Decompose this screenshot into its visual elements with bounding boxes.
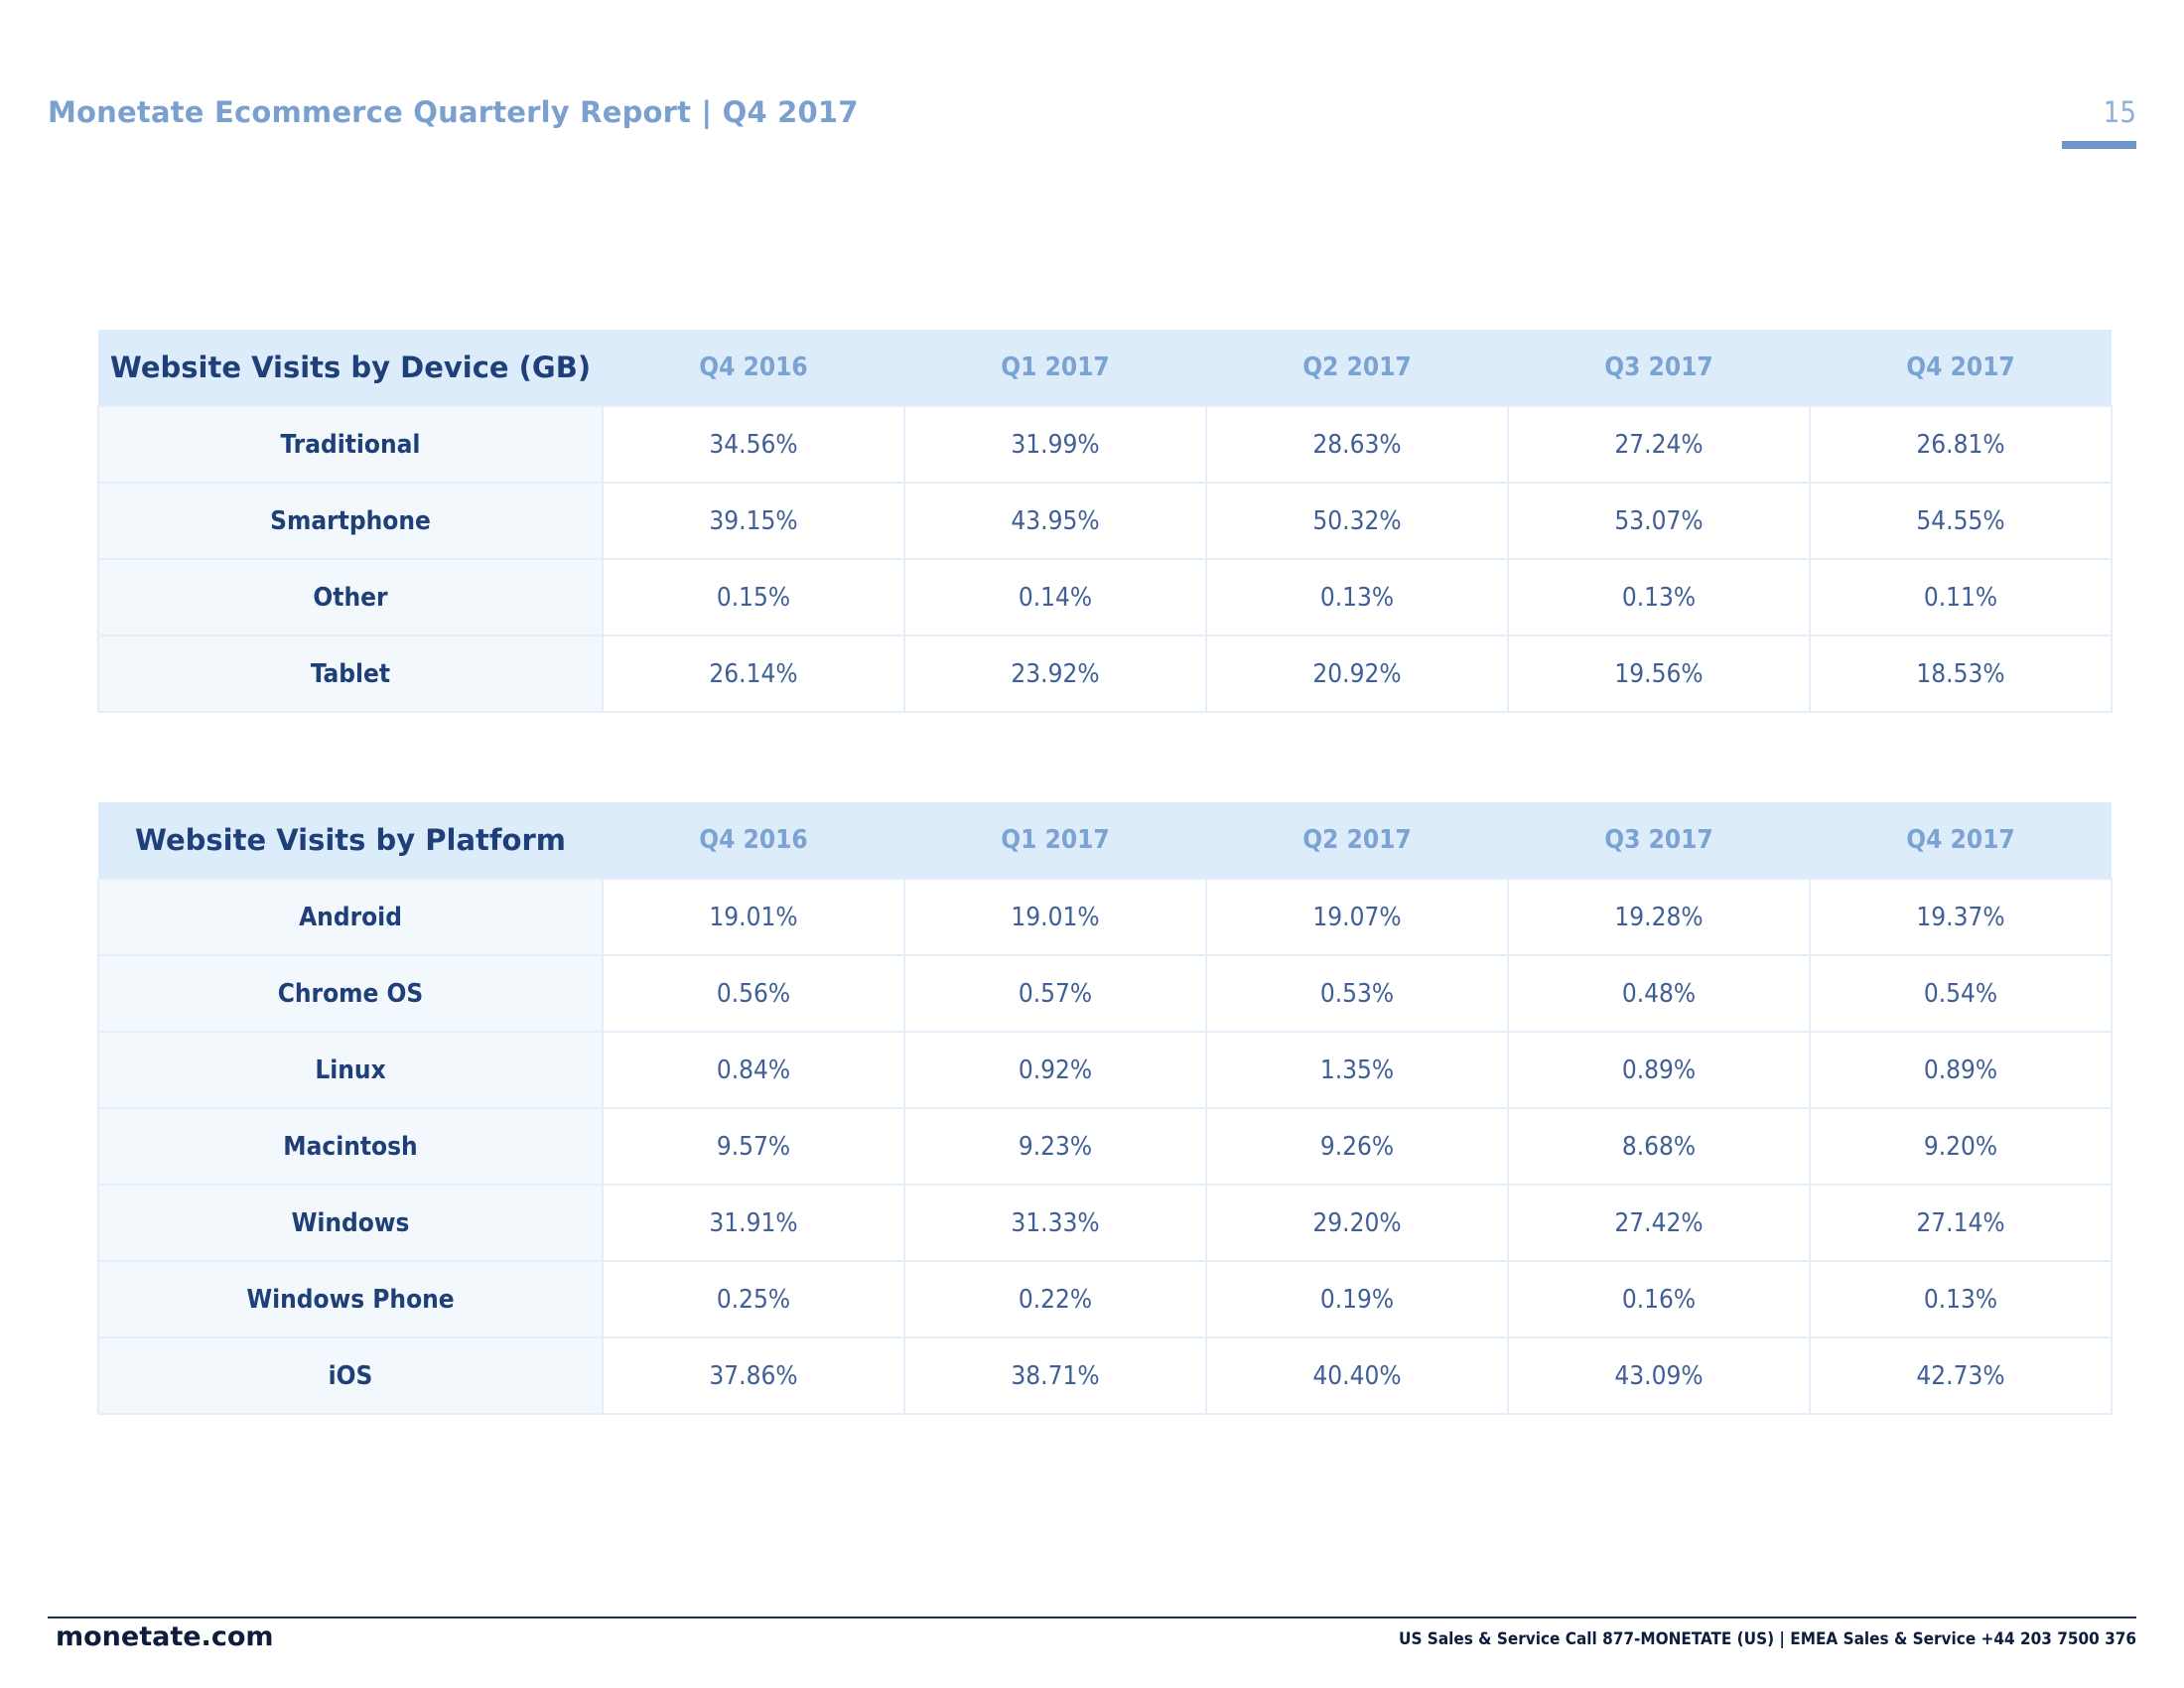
table-row: Chrome OS 0.56% 0.57% 0.53% 0.48% 0.54% <box>97 954 2113 1033</box>
column-header: Q4 2016 <box>603 802 904 879</box>
table-cell: 0.14% <box>903 558 1207 636</box>
table-cell: 0.13% <box>1507 558 1811 636</box>
table-cell: 0.25% <box>602 1260 905 1338</box>
table-cell: 23.92% <box>903 634 1207 713</box>
column-header: Q2 2017 <box>1206 802 1508 879</box>
table-cell: 9.20% <box>1809 1107 2113 1186</box>
table-cell: 31.33% <box>903 1184 1207 1262</box>
table-cell: 26.81% <box>1809 405 2113 484</box>
device-table-title: Website Visits by Device (GB) <box>98 330 603 406</box>
table-cell: 9.57% <box>602 1107 905 1186</box>
table-cell: 34.56% <box>602 405 905 484</box>
column-header: Q1 2017 <box>904 330 1206 406</box>
row-label: Other <box>97 558 604 636</box>
table-cell: 54.55% <box>1809 482 2113 560</box>
row-label: Chrome OS <box>97 954 604 1033</box>
page-number-accent <box>2062 141 2136 149</box>
table-cell: 28.63% <box>1205 405 1509 484</box>
row-label: Windows Phone <box>97 1260 604 1338</box>
table-cell: 0.92% <box>903 1031 1207 1109</box>
table-cell: 43.95% <box>903 482 1207 560</box>
row-label: Smartphone <box>97 482 604 560</box>
table-row: Android 19.01% 19.01% 19.07% 19.28% 19.3… <box>97 878 2113 956</box>
row-label: iOS <box>97 1336 604 1415</box>
row-label: Macintosh <box>97 1107 604 1186</box>
row-label: Android <box>97 878 604 956</box>
table-cell: 0.15% <box>602 558 905 636</box>
platform-visits-table: Website Visits by Platform Q4 2016 Q1 20… <box>97 802 2113 1415</box>
table-cell: 9.23% <box>903 1107 1207 1186</box>
table-cell: 0.89% <box>1507 1031 1811 1109</box>
table-cell: 39.15% <box>602 482 905 560</box>
footer-site-link[interactable]: monetate.com <box>56 1621 274 1652</box>
table-cell: 38.71% <box>903 1336 1207 1415</box>
table-cell: 0.84% <box>602 1031 905 1109</box>
table-cell: 0.16% <box>1507 1260 1811 1338</box>
table-cell: 0.56% <box>602 954 905 1033</box>
table-row: Macintosh 9.57% 9.23% 9.26% 8.68% 9.20% <box>97 1107 2113 1186</box>
table-header-row: Website Visits by Device (GB) Q4 2016 Q1… <box>98 330 2112 406</box>
table-cell: 20.92% <box>1205 634 1509 713</box>
table-cell: 0.89% <box>1809 1031 2113 1109</box>
table-cell: 40.40% <box>1205 1336 1509 1415</box>
platform-table-title: Website Visits by Platform <box>98 802 603 879</box>
column-header: Q4 2017 <box>1810 330 2112 406</box>
table-cell: 0.11% <box>1809 558 2113 636</box>
table-cell: 1.35% <box>1205 1031 1509 1109</box>
table-row: Linux 0.84% 0.92% 1.35% 0.89% 0.89% <box>97 1031 2113 1109</box>
table-row: Windows 31.91% 31.33% 29.20% 27.42% 27.1… <box>97 1184 2113 1262</box>
table-cell: 0.53% <box>1205 954 1509 1033</box>
table-cell: 42.73% <box>1809 1336 2113 1415</box>
table-cell: 0.57% <box>903 954 1207 1033</box>
table-row: Tablet 26.14% 23.92% 20.92% 19.56% 18.53… <box>97 634 2113 713</box>
row-label: Linux <box>97 1031 604 1109</box>
table-row: Windows Phone 0.25% 0.22% 0.19% 0.16% 0.… <box>97 1260 2113 1338</box>
table-cell: 27.42% <box>1507 1184 1811 1262</box>
column-header: Q1 2017 <box>904 802 1206 879</box>
table-cell: 8.68% <box>1507 1107 1811 1186</box>
table-cell: 43.09% <box>1507 1336 1811 1415</box>
table-cell: 0.13% <box>1809 1260 2113 1338</box>
row-label: Tablet <box>97 634 604 713</box>
table-cell: 27.14% <box>1809 1184 2113 1262</box>
table-cell: 29.20% <box>1205 1184 1509 1262</box>
table-row: Traditional 34.56% 31.99% 28.63% 27.24% … <box>97 405 2113 484</box>
table-cell: 31.91% <box>602 1184 905 1262</box>
table-cell: 0.13% <box>1205 558 1509 636</box>
column-header: Q4 2017 <box>1810 802 2112 879</box>
table-cell: 0.48% <box>1507 954 1811 1033</box>
table-cell: 19.01% <box>602 878 905 956</box>
table-row: Other 0.15% 0.14% 0.13% 0.13% 0.11% <box>97 558 2113 636</box>
page-number: 15 <box>2103 95 2136 129</box>
table-cell: 19.07% <box>1205 878 1509 956</box>
footer-rule <box>48 1617 2136 1618</box>
column-header: Q3 2017 <box>1508 802 1810 879</box>
table-cell: 19.37% <box>1809 878 2113 956</box>
row-label: Traditional <box>97 405 604 484</box>
table-cell: 27.24% <box>1507 405 1811 484</box>
report-title: Monetate Ecommerce Quarterly Report | Q4… <box>48 95 859 129</box>
table-cell: 19.56% <box>1507 634 1811 713</box>
table-cell: 37.86% <box>602 1336 905 1415</box>
footer-contact-info: US Sales & Service Call 877-MONETATE (US… <box>1399 1629 2136 1649</box>
column-header: Q2 2017 <box>1206 330 1508 406</box>
table-cell: 19.01% <box>903 878 1207 956</box>
table-cell: 19.28% <box>1507 878 1811 956</box>
table-cell: 50.32% <box>1205 482 1509 560</box>
table-cell: 0.22% <box>903 1260 1207 1338</box>
table-row: iOS 37.86% 38.71% 40.40% 43.09% 42.73% <box>97 1336 2113 1415</box>
table-cell: 31.99% <box>903 405 1207 484</box>
row-label: Windows <box>97 1184 604 1262</box>
table-cell: 9.26% <box>1205 1107 1509 1186</box>
column-header: Q3 2017 <box>1508 330 1810 406</box>
column-header: Q4 2016 <box>603 330 904 406</box>
table-cell: 18.53% <box>1809 634 2113 713</box>
table-cell: 0.19% <box>1205 1260 1509 1338</box>
table-cell: 53.07% <box>1507 482 1811 560</box>
table-row: Smartphone 39.15% 43.95% 50.32% 53.07% 5… <box>97 482 2113 560</box>
table-header-row: Website Visits by Platform Q4 2016 Q1 20… <box>98 802 2112 879</box>
table-cell: 0.54% <box>1809 954 2113 1033</box>
table-cell: 26.14% <box>602 634 905 713</box>
device-visits-table: Website Visits by Device (GB) Q4 2016 Q1… <box>97 330 2113 713</box>
